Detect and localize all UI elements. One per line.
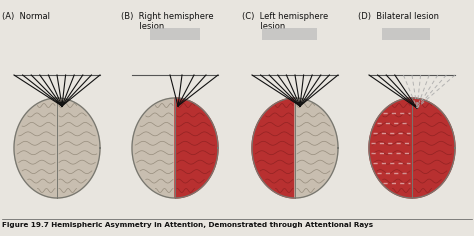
Bar bbox=[150, 28, 200, 40]
Polygon shape bbox=[175, 98, 218, 198]
Polygon shape bbox=[412, 98, 455, 198]
Bar bbox=[262, 28, 317, 40]
Text: (A)  Normal: (A) Normal bbox=[2, 12, 50, 21]
Text: (C)  Left hemisphere
       lesion: (C) Left hemisphere lesion bbox=[242, 12, 328, 31]
Polygon shape bbox=[252, 98, 295, 198]
Polygon shape bbox=[369, 98, 412, 198]
Polygon shape bbox=[132, 98, 175, 198]
Polygon shape bbox=[57, 98, 100, 198]
Polygon shape bbox=[295, 98, 338, 198]
Polygon shape bbox=[14, 98, 57, 198]
Text: (D)  Bilateral lesion: (D) Bilateral lesion bbox=[358, 12, 439, 21]
Bar bbox=[382, 28, 430, 40]
Text: Figure 19.7 Hemispheric Asymmetry in Attention, Demonstrated through Attentional: Figure 19.7 Hemispheric Asymmetry in Att… bbox=[2, 222, 373, 228]
Text: (B)  Right hemisphere
       lesion: (B) Right hemisphere lesion bbox=[121, 12, 214, 31]
